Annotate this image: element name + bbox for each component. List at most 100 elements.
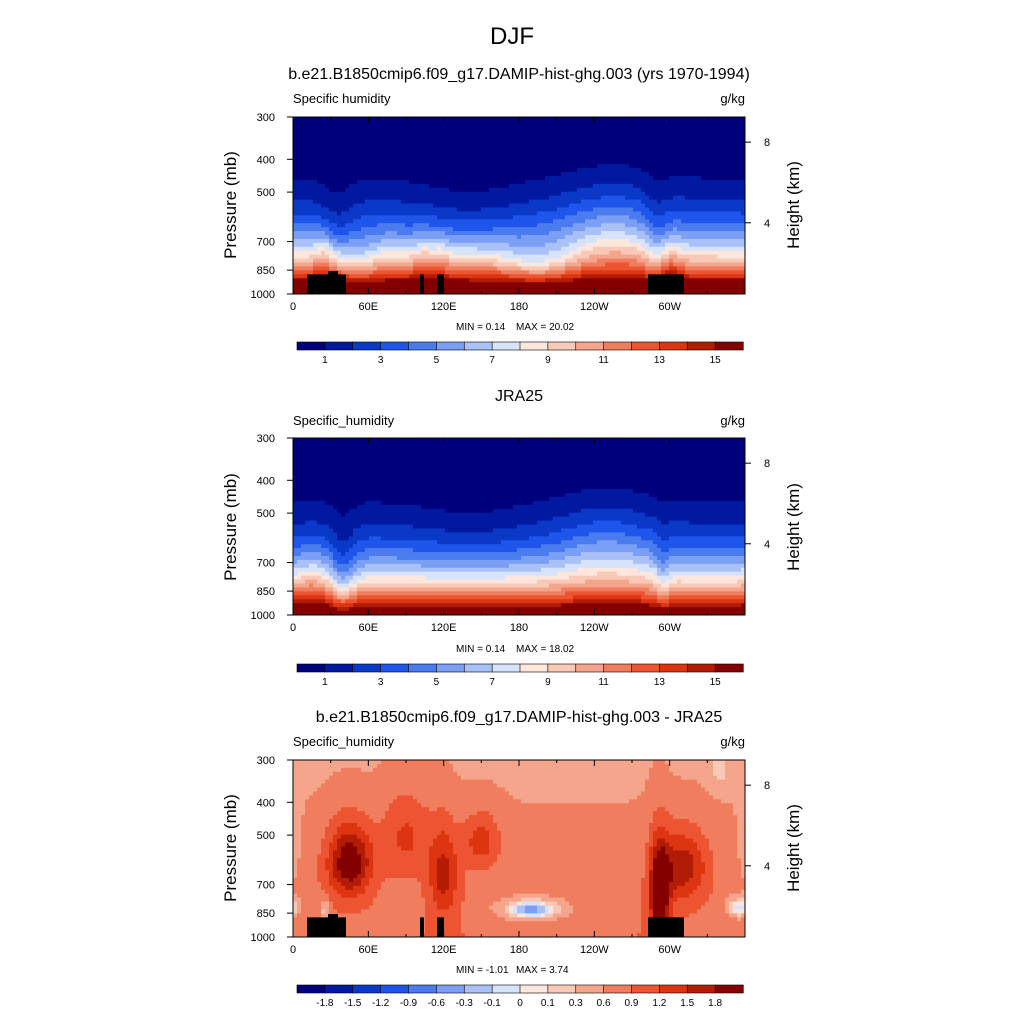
colorbar-label: 11 [598, 677, 609, 688]
colorbar-label: 9 [545, 677, 551, 688]
y-tick-label: 300 [257, 112, 275, 124]
x-tick-label: 120E [431, 301, 457, 313]
colorbar-swatch [324, 663, 354, 673]
colorbar-label: 3 [378, 355, 384, 366]
colorbar-swatch [463, 984, 493, 994]
colorbar-swatch [380, 341, 410, 351]
terrain-mask [307, 270, 684, 294]
colorbar-swatch [436, 663, 465, 673]
colorbar-swatch [463, 341, 493, 351]
y-tick-label: 400 [257, 475, 275, 487]
x-tick-label: 60E [359, 301, 379, 313]
colorbar-label: 5 [434, 355, 440, 366]
terrain-block [420, 917, 424, 937]
x-tick-label: 60W [658, 944, 681, 956]
min-label: MIN = 0.14 [456, 644, 506, 655]
terrain-block [328, 913, 338, 937]
x-tick-label: 120E [431, 944, 457, 956]
colorbar-swatch [547, 341, 577, 351]
colorbar-swatch [491, 663, 521, 673]
colorbar-label: 9 [545, 355, 551, 366]
y2-tick-label: 4 [764, 218, 770, 230]
figure-title: DJF [490, 23, 534, 50]
x-tick-label: 180 [510, 301, 528, 313]
colorbar-label: 11 [598, 355, 609, 366]
y-tick-label: 500 [257, 508, 275, 520]
colorbar-swatch [659, 663, 688, 673]
terrain-block [437, 274, 444, 294]
colorbar-swatch [408, 341, 437, 351]
colorbar-swatch [408, 984, 437, 994]
units-label: g/kg [720, 413, 745, 428]
colorbar-swatch [352, 341, 382, 351]
colorbar-label: 5 [434, 677, 440, 688]
axes: 0 60E 120E 180 120W 60W 300 400 500 700 850 1000 8 4 [251, 755, 771, 956]
x-tick-label: 60E [359, 944, 379, 956]
max-label: MAX = 3.74 [516, 965, 569, 976]
y2-tick-label: 8 [764, 780, 770, 792]
y-tick-label: 700 [257, 237, 275, 249]
panel-model: b.e21.B1850cmip6.f09_g17.DAMIP-hist-ghg.… [221, 66, 803, 366]
y-tick-label: 300 [257, 433, 275, 445]
colorbar-swatch [436, 984, 465, 994]
y2-axis-label: Height (km) [784, 483, 803, 571]
y-tick-label: 700 [257, 880, 275, 892]
y-axis-label: Pressure (mb) [221, 151, 240, 259]
colorbar-swatch [686, 984, 716, 994]
x-tick-label: 60W [658, 622, 681, 634]
y2-tick-label: 4 [764, 539, 770, 551]
min-label: MIN = -1.01 [456, 965, 509, 976]
variable-label: Specific humidity [293, 91, 391, 106]
colorbar-swatch [491, 984, 521, 994]
colorbar-swatch [324, 984, 354, 994]
x-tick-label: 180 [510, 944, 528, 956]
y-tick-label: 400 [257, 154, 275, 166]
colorbar-swatch [575, 984, 605, 994]
x-tick-label: 0 [290, 301, 296, 313]
colorbar-label: 7 [489, 355, 495, 366]
colorbar-swatch [519, 663, 549, 673]
terrain-block [328, 270, 338, 294]
colorbar-label: -0.9 [400, 998, 418, 1009]
colorbar-swatch [352, 984, 382, 994]
terrain-block [307, 274, 346, 294]
y-axis-label: Pressure (mb) [221, 473, 240, 581]
colorbar-label: 13 [654, 355, 666, 366]
y-tick-label: 300 [257, 755, 275, 767]
colorbar-swatch [714, 984, 744, 994]
colorbar-swatch [491, 341, 521, 351]
y2-tick-label: 4 [764, 861, 770, 873]
y-tick-label: 500 [257, 830, 275, 842]
axes: 0 60E 120E 180 120W 60W 300 400 500 700 850 1000 8 4 [251, 433, 771, 634]
terrain-mask [307, 913, 684, 937]
colorbar: 1 3 5 7 9 11 13 15 [296, 341, 744, 366]
colorbar-swatch [380, 984, 410, 994]
terrain-block [648, 917, 684, 937]
colorbar-swatch [659, 984, 688, 994]
x-tick-label: 120W [580, 944, 609, 956]
colorbar-swatch [714, 663, 744, 673]
colorbar-label: -0.6 [428, 998, 446, 1009]
y-axis-label: Pressure (mb) [221, 794, 240, 902]
colorbar-label: 0 [517, 998, 523, 1009]
colorbar-label: 1 [322, 355, 328, 366]
contour-field [293, 117, 745, 294]
x-tick-label: 120W [580, 301, 609, 313]
colorbar-label: -1.8 [316, 998, 334, 1009]
colorbar-label: 1 [322, 677, 328, 688]
colorbar-label: -1.5 [344, 998, 362, 1009]
y-tick-label: 700 [257, 558, 275, 570]
colorbar-label: 0.3 [569, 998, 583, 1009]
colorbar-swatch [603, 341, 633, 351]
colorbar-swatch [463, 663, 493, 673]
y-tick-label: 1000 [251, 932, 275, 944]
panel-title: b.e21.B1850cmip6.f09_g17.DAMIP-hist-ghg.… [316, 709, 723, 726]
colorbar-swatch [603, 663, 633, 673]
y-tick-label: 500 [257, 187, 275, 199]
colorbar-label: 0.6 [597, 998, 611, 1009]
y-tick-label: 850 [257, 908, 275, 920]
colorbar: -1.8 -1.5 -1.2 -0.9 -0.6 -0.3 -0.1 0 0.1 0.3 0.6 0.… [296, 984, 744, 1009]
colorbar-swatch [408, 663, 437, 673]
colorbar-swatch [686, 663, 716, 673]
colorbar-label: 15 [710, 355, 722, 366]
